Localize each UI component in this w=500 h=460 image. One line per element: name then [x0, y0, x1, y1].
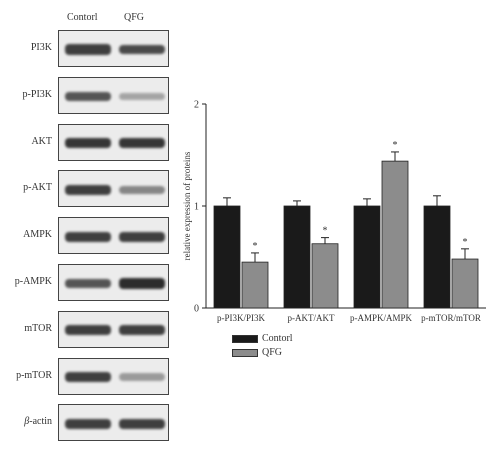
y-tick-label: 1: [194, 202, 199, 213]
y-tick-label: 0: [194, 304, 199, 315]
y-axis-label: relative expression of proteins: [182, 151, 192, 260]
blot-label-text: p-PI3K: [22, 88, 52, 100]
bar: [241, 261, 269, 309]
blot-band: [65, 44, 111, 55]
blot-label-text: -actin: [29, 416, 52, 428]
blot-band: [119, 231, 165, 242]
x-tick-label: p-mTOR/mTOR: [421, 313, 481, 323]
significance-marker: *: [253, 241, 258, 252]
blot-label: AMPK: [0, 229, 52, 240]
y-tick-label: 2: [194, 100, 199, 111]
blot-panel: [58, 170, 169, 208]
blot-label-text: PI3K: [30, 42, 52, 53]
bar: [423, 205, 451, 309]
blot-band: [65, 137, 111, 149]
blot-label: p-AMPK: [0, 276, 52, 287]
blot-band: [119, 137, 165, 149]
blot-band: [65, 418, 111, 429]
blot-panel: [58, 310, 169, 348]
blot-panel: [58, 217, 169, 255]
blot-band: [119, 278, 165, 289]
bar: [451, 258, 479, 309]
legend-label-control: Contorl: [262, 333, 293, 344]
blot-band: [119, 185, 165, 194]
blot-label-text: p-AMPK: [14, 276, 52, 287]
bar: [283, 205, 311, 309]
blot-band: [119, 92, 165, 100]
blot-label: mTOR: [0, 323, 52, 334]
blot-label-text: p-mTOR: [16, 369, 52, 381]
legend-label-qfg: QFG: [262, 347, 283, 358]
blot-panel: [58, 357, 169, 395]
blot-band: [119, 325, 165, 336]
blot-band: [65, 278, 111, 289]
significance-marker: *: [393, 140, 398, 151]
lane-header-control: Contorl: [67, 12, 98, 23]
blot-label: p-PI3K: [0, 89, 52, 100]
blot-label-text: mTOR: [24, 322, 52, 334]
bar: [213, 205, 241, 309]
significance-marker: *: [323, 226, 328, 237]
blot-band: [119, 373, 165, 381]
blot-band: [65, 184, 111, 195]
blot-label-text: p-AKT: [23, 182, 52, 194]
bar: [381, 160, 409, 309]
blot-label: AKT: [0, 136, 52, 147]
blot-band: [119, 418, 165, 429]
bar: [353, 205, 381, 309]
blot-label: p-mTOR: [0, 370, 52, 381]
blot-band: [65, 91, 111, 102]
blot-panel: [58, 404, 169, 442]
blot-band: [119, 44, 165, 55]
blot-panel: [58, 264, 169, 301]
bar: [311, 243, 339, 309]
blot-panel: [58, 30, 169, 67]
blot-label-text: AKT: [31, 135, 52, 147]
blot-band: [65, 231, 111, 242]
bar-chart: 0 1 2 relative expression of proteins * p-PI3…: [182, 100, 486, 323]
blot-label-text: AMPK: [23, 229, 52, 241]
legend-swatch-qfg: [232, 349, 258, 357]
blot-label: p-AKT: [0, 182, 52, 193]
x-tick-label: p-AKT/AKT: [288, 313, 335, 323]
blot-band: [65, 372, 111, 383]
x-tick-label: p-PI3K/PI3K: [217, 313, 266, 323]
x-tick-label: p-AMPK/AMPK: [350, 313, 413, 323]
legend-swatch-control: [232, 335, 258, 343]
blot-band: [65, 325, 111, 336]
blot-panel: [58, 123, 169, 161]
blot-label-prefix: β: [24, 416, 30, 428]
lane-header-qfg: QFG: [124, 12, 145, 23]
blot-panel: [58, 76, 169, 114]
blot-label: PI3K: [0, 42, 52, 53]
blot-label: β-actin: [0, 416, 52, 427]
significance-marker: *: [463, 237, 468, 248]
